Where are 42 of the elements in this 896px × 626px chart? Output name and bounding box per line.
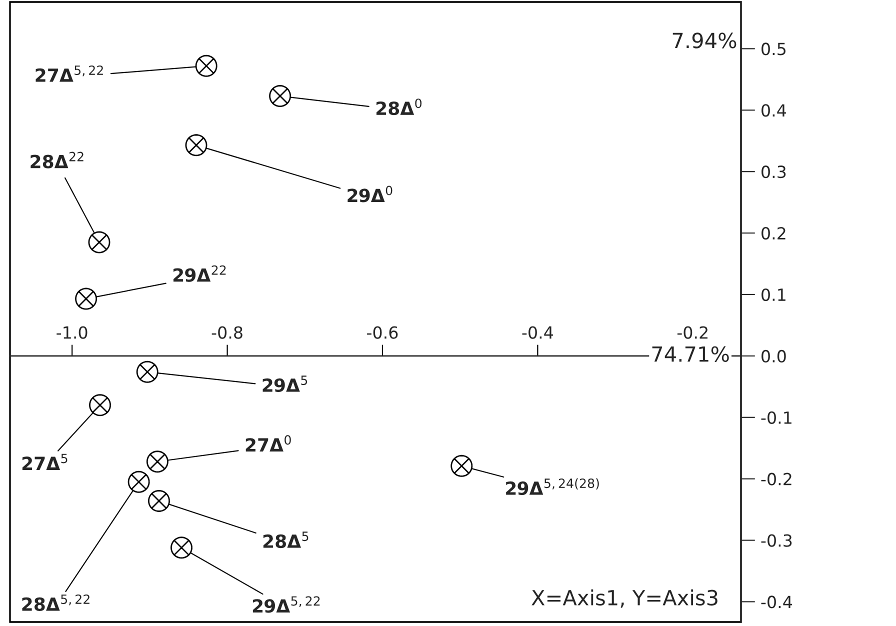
y-tick-label: 0.1 bbox=[762, 288, 786, 302]
point bbox=[88, 231, 110, 254]
point bbox=[269, 85, 292, 108]
y-tick-label: -0.1 bbox=[761, 411, 792, 424]
annotation: 27Δ$^{5,22}$ bbox=[36, 65, 103, 82]
annotation: 27Δ$^{5}$ bbox=[22, 454, 68, 470]
annotation: 28Δ$^{5,22}$ bbox=[22, 594, 90, 611]
point bbox=[148, 490, 170, 512]
point bbox=[450, 454, 473, 477]
y-tick-label: 0.0 bbox=[762, 350, 786, 363]
x-tick-label: -0.4 bbox=[522, 326, 554, 339]
annotation: 29Δ$^{22}$ bbox=[173, 265, 226, 282]
annotation: 29Δ$^{5,22}$ bbox=[252, 596, 320, 613]
annotation: 28Δ$^{5}$ bbox=[263, 532, 308, 548]
point bbox=[170, 536, 192, 559]
x-tick-label: -0.6 bbox=[367, 326, 398, 339]
annotation: 7.94% bbox=[672, 32, 736, 48]
y-tick-label: -0.3 bbox=[761, 534, 792, 547]
point bbox=[185, 134, 208, 156]
point bbox=[136, 360, 158, 383]
annotation: 27Δ$^{0}$ bbox=[246, 435, 291, 452]
annotation: 29Δ$^{5,24(28)}$ bbox=[506, 478, 599, 496]
y-tick-label: -0.4 bbox=[761, 596, 792, 608]
x-tick-label: -1.0 bbox=[56, 326, 88, 339]
x-tick-label: -0.2 bbox=[677, 326, 708, 339]
annotation: 28Δ$^{22}$ bbox=[30, 152, 84, 168]
point bbox=[89, 394, 112, 416]
annotation: 74.71% bbox=[652, 346, 729, 362]
annotation: 29Δ$^{0}$ bbox=[348, 186, 392, 202]
point bbox=[146, 450, 168, 473]
y-tick-label: 0.2 bbox=[762, 227, 786, 240]
point bbox=[128, 470, 150, 493]
annotation: 29Δ$^{5}$ bbox=[262, 376, 308, 392]
point bbox=[75, 288, 98, 310]
annotation: 28Δ$^{0}$ bbox=[376, 98, 422, 116]
x-tick-label: -0.8 bbox=[212, 326, 242, 339]
y-tick-label: 0.4 bbox=[762, 104, 786, 117]
y-tick-label: 0.5 bbox=[762, 42, 786, 56]
y-tick-label: -0.2 bbox=[761, 472, 792, 486]
annotation: X=Axis1, Y=Axis3 bbox=[532, 589, 718, 608]
point bbox=[195, 54, 218, 77]
y-tick-label: 0.3 bbox=[762, 166, 786, 178]
